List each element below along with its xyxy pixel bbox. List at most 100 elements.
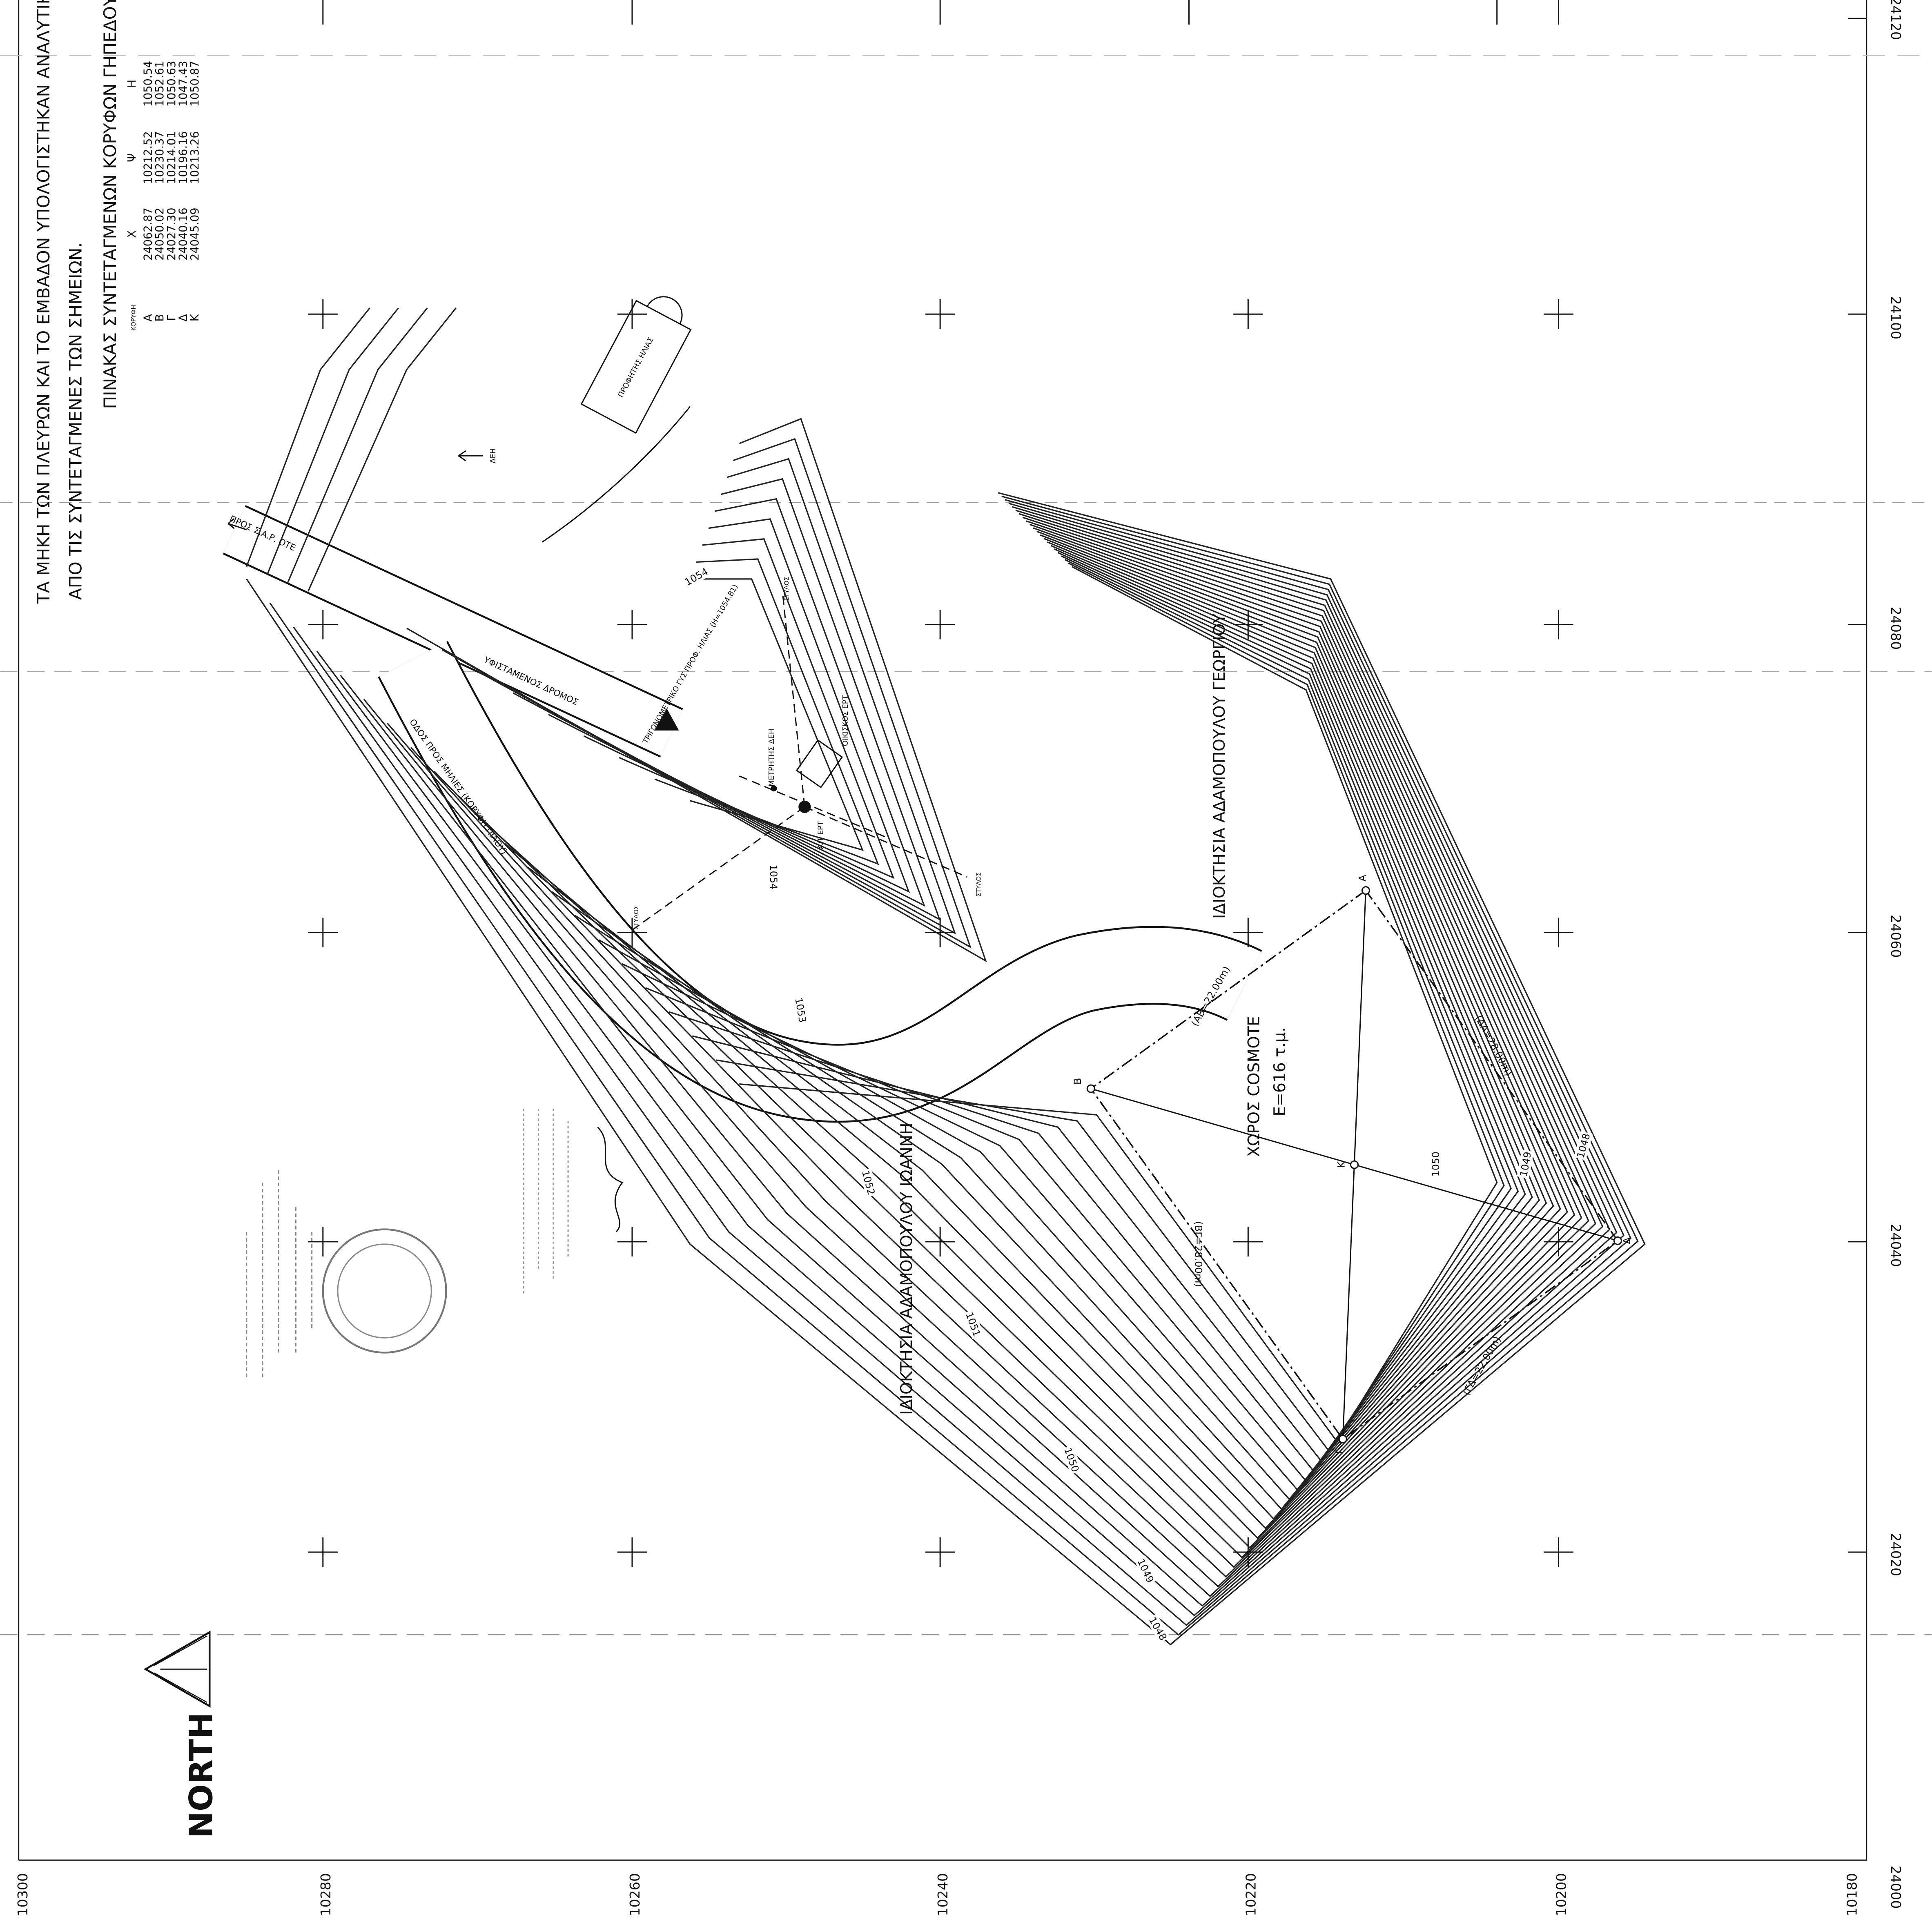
label: ΟΙΚΙΣΚΟΣ ΕΡΤ (841, 695, 850, 746)
table-header: Χ (126, 230, 138, 238)
axis-label: 10300 (15, 1873, 31, 1916)
grid-cross (308, 1227, 338, 1257)
vertex-label: Γ (1334, 1448, 1345, 1454)
axis-label: 24020 (1888, 1533, 1904, 1576)
label: Α/Τ ΕΡΤ (817, 821, 825, 849)
contour-line (504, 530, 1568, 1539)
note: ΑΠΟ ΤΙΣ ΣΥΝΤΕΤΑΓΜΕΝΕΣ ΤΩΝ ΣΗΜΕΙΩΝ. (66, 242, 86, 600)
side-length: (ΒΓ=28.00m) (1193, 1221, 1204, 1287)
hut-outline (796, 739, 843, 789)
label: ΣΤΥΛΟΣ (975, 872, 983, 897)
vertex (1361, 886, 1370, 895)
label: ΜΕΤΡΗΤΗΣ ΔΕΗ (767, 728, 776, 786)
grid-cross (617, 918, 647, 947)
contour-line (645, 552, 1526, 1481)
contour-line (739, 566, 1498, 1443)
table-cell: 24050.02 (154, 207, 166, 261)
signature (597, 1127, 624, 1232)
contour-line (619, 538, 895, 879)
grid-cross (617, 610, 647, 639)
contour-label-bg (767, 863, 780, 891)
table-cell: 1050.54 (142, 61, 154, 107)
contour-label-bg (963, 1309, 984, 1339)
grid-cross (1544, 918, 1573, 947)
axis-label: 10240 (935, 1873, 951, 1916)
grid-cross (617, 299, 647, 329)
contour-line (622, 548, 1533, 1491)
church-outline (580, 300, 692, 434)
vertex-label: Δ (1621, 1237, 1633, 1244)
owner-label: ΙΔΙΟΚΤΗΣΙΑ ΑΔΑΜΟΠΟΥΛΟΥ ΓΕΩΡΓΙΟΥ (1210, 613, 1229, 919)
contour-label-bg (1134, 1555, 1157, 1586)
table-cell: 10214.01 (165, 131, 178, 184)
contour-line (551, 538, 1554, 1520)
frame (18, 0, 1867, 1861)
contour-line (548, 498, 925, 907)
vertex (1613, 1236, 1622, 1245)
contour-line (340, 506, 1618, 1607)
label: ΣΤΥΛΟΣ (783, 577, 790, 601)
contour-line (269, 495, 1639, 1636)
table-cell: 24027.30 (165, 207, 178, 261)
axis-label: 24000 (1888, 1866, 1904, 1909)
table-cell: 10196.16 (177, 131, 189, 184)
table-header: Ψ (126, 153, 138, 162)
table-cell: 1047.43 (177, 61, 189, 107)
grid-cross (308, 610, 338, 639)
axis-label: 10200 (1553, 1873, 1569, 1916)
north-label: NORTH (183, 1712, 220, 1838)
north-arrow-hatch (154, 1635, 207, 1703)
contour-label-bg (1573, 1131, 1593, 1161)
label: ΣΤΥΛΟΣ (633, 906, 640, 930)
ert-hut (796, 739, 843, 789)
north-arrow (143, 1631, 211, 1708)
label: ΔΕΗ (489, 448, 497, 463)
contour-line (406, 418, 987, 962)
stamp (337, 1243, 432, 1339)
grid: 24120 24100 24080 24060 24040 24020 24000 10300… (15, 0, 1904, 1916)
vertex (1350, 1160, 1359, 1169)
vertex-label: Α (1357, 875, 1368, 882)
contour-line (387, 513, 1604, 1588)
contour-line (434, 520, 1589, 1568)
area-label: E=616 τ.μ. (1271, 1027, 1289, 1116)
table-cell: 10230.37 (154, 131, 166, 184)
site-label: ΧΩΡΟΣ COSMOTE (1245, 1016, 1263, 1157)
vertex (1086, 1084, 1095, 1093)
contour-line (481, 527, 1575, 1549)
grid-cross (925, 1537, 955, 1567)
axis-label: 24060 (1888, 915, 1904, 958)
contours (246, 307, 1646, 1646)
table-header: Η (126, 80, 138, 88)
table-cell: Α (142, 314, 154, 322)
grid-cross (1544, 1227, 1573, 1257)
stamp (322, 1228, 447, 1354)
axis-label: 10220 (1243, 1873, 1259, 1916)
table-cell: Β (154, 314, 166, 322)
contour-line (715, 562, 1505, 1452)
table-header: ΚΟΡΥΦΗ (130, 305, 137, 331)
grid-cross (925, 918, 955, 947)
grid-cross (925, 1227, 955, 1257)
vertex (1338, 1435, 1347, 1444)
contour-line (528, 534, 1561, 1530)
grid-cross (308, 299, 338, 329)
table-cell: 24062.87 (142, 207, 154, 261)
grid-cross (308, 918, 338, 947)
table-cell: 1050.63 (165, 61, 178, 107)
grid-cross (617, 1537, 647, 1567)
grid-cross (1233, 299, 1263, 329)
contour-line (287, 307, 428, 584)
axis-label: 10180 (1844, 1873, 1860, 1916)
table-cell: 24045.09 (189, 207, 201, 261)
grid-cross (1233, 1227, 1263, 1257)
table-cell: 1052.61 (154, 61, 166, 107)
grid-cross (1233, 918, 1263, 947)
contour-line (575, 541, 1547, 1510)
grid-cross (1544, 299, 1573, 329)
contour-label-bg (1146, 1613, 1170, 1644)
contour-line (410, 517, 1597, 1578)
arrow (227, 518, 247, 530)
